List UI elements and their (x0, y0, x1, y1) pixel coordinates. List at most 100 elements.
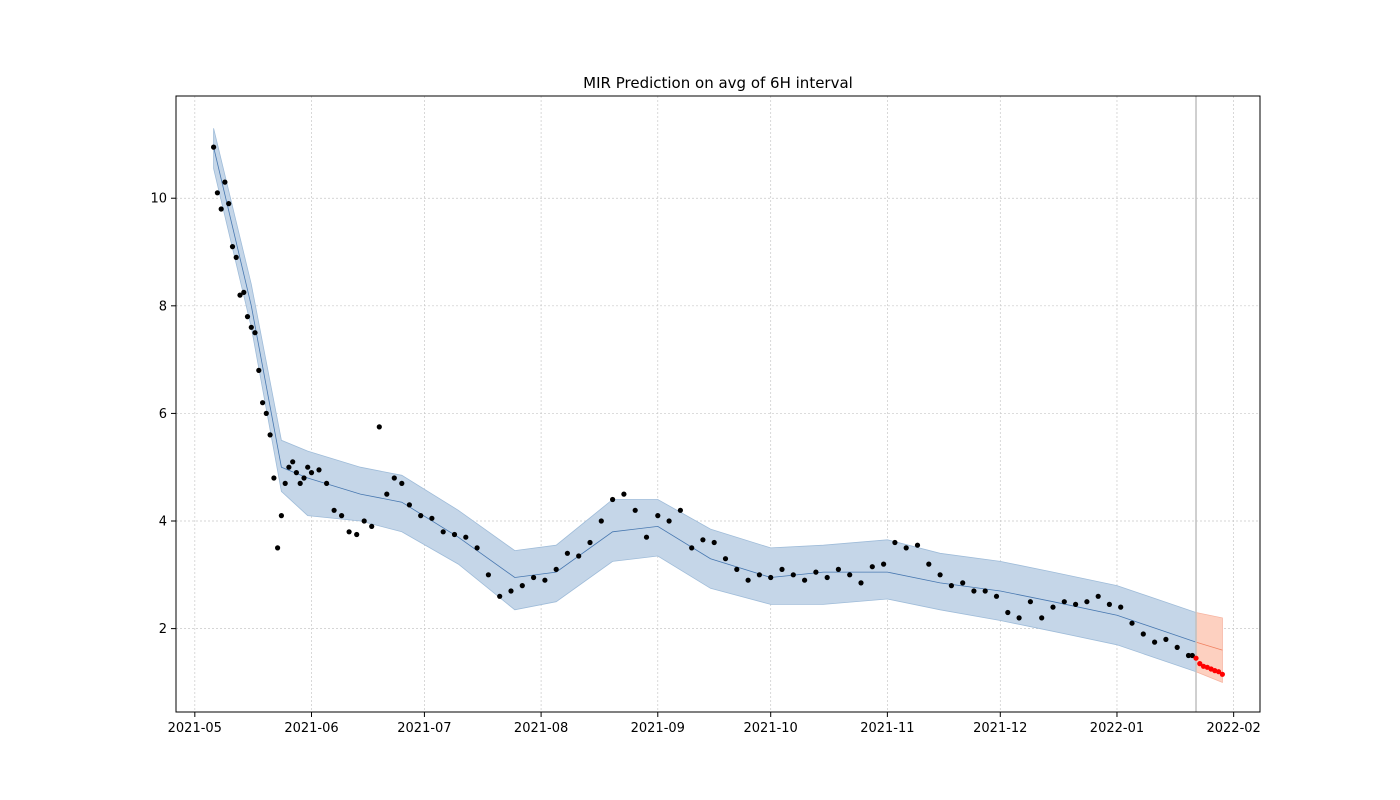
forecast-point (1219, 671, 1225, 677)
observed-point (293, 470, 299, 476)
fitted-line (213, 147, 1197, 643)
observed-point (331, 507, 337, 513)
observed-point (1061, 599, 1067, 605)
observed-point (666, 518, 672, 524)
observed-point (1129, 620, 1135, 626)
observed-point (316, 467, 322, 473)
observed-point (290, 459, 296, 465)
observed-point (576, 553, 582, 559)
observed-point (802, 577, 808, 583)
observed-point (229, 244, 236, 250)
observed-point (218, 206, 224, 212)
observed-point (248, 324, 254, 330)
observed-point (835, 566, 842, 573)
observed-point (346, 529, 352, 535)
y-tick-label: 6 (159, 407, 167, 422)
observed-point (440, 529, 446, 535)
observed-point (689, 545, 695, 551)
observed-point (297, 480, 303, 486)
confidence-bands (213, 128, 1223, 683)
observed-point (233, 254, 239, 260)
observed-point (598, 518, 604, 524)
plot-frame (175, 95, 1261, 713)
observed-point (305, 464, 311, 470)
observed-point (244, 314, 251, 320)
observed-point (993, 593, 1000, 599)
observed-point (1084, 599, 1090, 605)
observed-point (564, 550, 571, 556)
observed-point (869, 564, 875, 570)
observed-point (1185, 652, 1192, 659)
observed-point (497, 593, 503, 599)
observed-point (531, 574, 537, 581)
observed-point (1163, 636, 1169, 643)
fitted-confidence-band (213, 128, 1197, 673)
observed-point (361, 518, 367, 524)
observed-point (1039, 615, 1045, 621)
observed-point (241, 289, 247, 295)
observed-point (768, 574, 774, 581)
observed-point (1174, 644, 1180, 651)
observed-point (914, 542, 921, 548)
observed-point (982, 588, 988, 594)
observed-point (252, 330, 258, 336)
observed-point (286, 464, 292, 470)
observed-point (275, 545, 281, 551)
observed-point (278, 513, 284, 519)
observed-point (937, 572, 943, 578)
observed-point (399, 480, 405, 486)
observed-point (542, 577, 548, 583)
observed-point (324, 480, 330, 486)
observed-point (429, 515, 435, 521)
observed-point (222, 179, 228, 185)
x-tick-label: 2021-08 (514, 721, 568, 736)
observed-point (632, 507, 638, 513)
observed-point (1005, 609, 1011, 616)
observed-point (263, 410, 269, 416)
forecast-point (1197, 661, 1203, 667)
x-tick-label: 2021-12 (973, 721, 1027, 736)
x-tick-label: 2021-11 (860, 721, 914, 736)
observed-point (214, 190, 220, 196)
x-tick-label: 2022-02 (1206, 721, 1260, 736)
y-tick-label: 2 (159, 622, 167, 637)
observed-point (485, 572, 491, 578)
observed-point (260, 400, 266, 406)
observed-point (610, 496, 616, 503)
observed-point (587, 539, 593, 546)
observed-point (271, 475, 277, 481)
observed-point (391, 475, 397, 481)
observed-point (858, 580, 864, 586)
observed-point (711, 539, 717, 546)
observed-point (1106, 601, 1112, 608)
observed-point (1027, 599, 1033, 605)
observed-point (1095, 593, 1101, 599)
y-tick-label: 8 (159, 299, 167, 314)
observed-point (237, 292, 243, 298)
x-axis: 2021-05 2021-06 2021-07 2021-08 2021-09 2021-… (168, 712, 1261, 736)
x-tick-label: 2021-07 (397, 721, 451, 736)
fitted-lines (213, 147, 1223, 651)
observed-point (519, 583, 525, 589)
x-tick-label: 2021-06 (284, 721, 338, 736)
forecast-point (1216, 669, 1222, 675)
observed-point (790, 572, 796, 578)
observed-point (1140, 631, 1146, 637)
observed-point (847, 572, 853, 578)
observed-point (813, 569, 819, 575)
observed-point (1152, 639, 1158, 645)
observed-point (1189, 652, 1195, 659)
observed-point (824, 574, 830, 581)
observed-point (369, 523, 375, 530)
x-tick-label: 2022-01 (1090, 721, 1144, 736)
observed-point (948, 583, 955, 589)
observed-point (926, 561, 932, 567)
observed-point (267, 432, 273, 438)
observed-point (621, 491, 627, 497)
observed-point (892, 539, 898, 546)
y-tick-label: 10 (150, 192, 167, 207)
chart-title: MIR Prediction on avg of 6H interval (583, 74, 853, 92)
y-axis: 2 4 6 8 10 (150, 192, 176, 637)
observed-point (211, 144, 217, 150)
